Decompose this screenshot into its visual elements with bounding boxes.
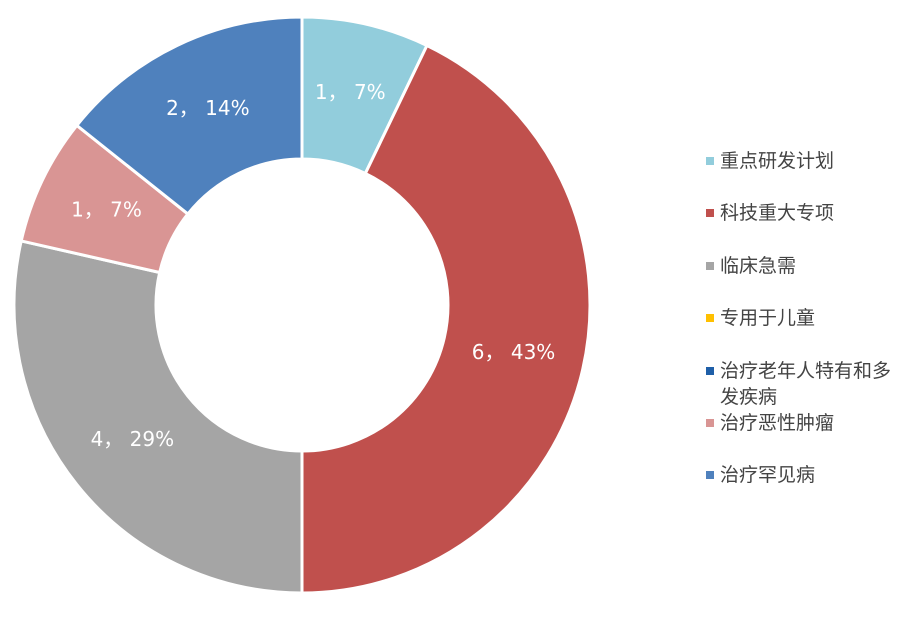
donut-slice — [300, 43, 592, 595]
legend-swatch — [706, 262, 714, 270]
slice-data-label: 4， 29% — [91, 427, 175, 451]
donut-slice-labels: 1， 7% 6， 43% 4， 29% 1， 7% 2， 14% — [71, 80, 555, 451]
legend-label: 临床急需 — [720, 255, 797, 277]
donut-slices — [12, 15, 592, 595]
legend-item: 专用于儿童 — [706, 305, 896, 331]
legend-label: 治疗老年人特有和多发疾病 — [720, 360, 892, 408]
legend-label: 科技重大专项 — [720, 202, 835, 224]
legend-item: 治疗恶性肿瘤 — [706, 410, 896, 436]
donut-slice — [12, 239, 304, 595]
slice-data-label: 6， 43% — [472, 340, 556, 364]
legend-item: 临床急需 — [706, 253, 896, 279]
slice-data-label: 1， 7% — [315, 80, 386, 104]
legend-label: 治疗恶性肿瘤 — [720, 412, 835, 434]
legend-item: 重点研发计划 — [706, 148, 896, 174]
legend-item: 治疗罕见病 — [706, 462, 896, 488]
legend-label: 重点研发计划 — [720, 150, 835, 172]
legend-item: 科技重大专项 — [706, 200, 896, 226]
legend-item: 治疗老年人特有和多发疾病 — [706, 358, 896, 410]
slice-data-label: 1， 7% — [71, 197, 142, 221]
legend-swatch — [706, 314, 714, 322]
legend-swatch — [706, 209, 714, 217]
legend-swatch — [706, 471, 714, 479]
legend-swatch — [706, 367, 714, 375]
legend-label: 治疗罕见病 — [720, 464, 816, 486]
legend-swatch — [706, 419, 714, 427]
legend-swatch — [706, 157, 714, 165]
donut-slice — [74, 15, 304, 217]
slice-data-label: 2， 14% — [166, 96, 250, 120]
legend-label: 专用于儿童 — [720, 307, 816, 329]
